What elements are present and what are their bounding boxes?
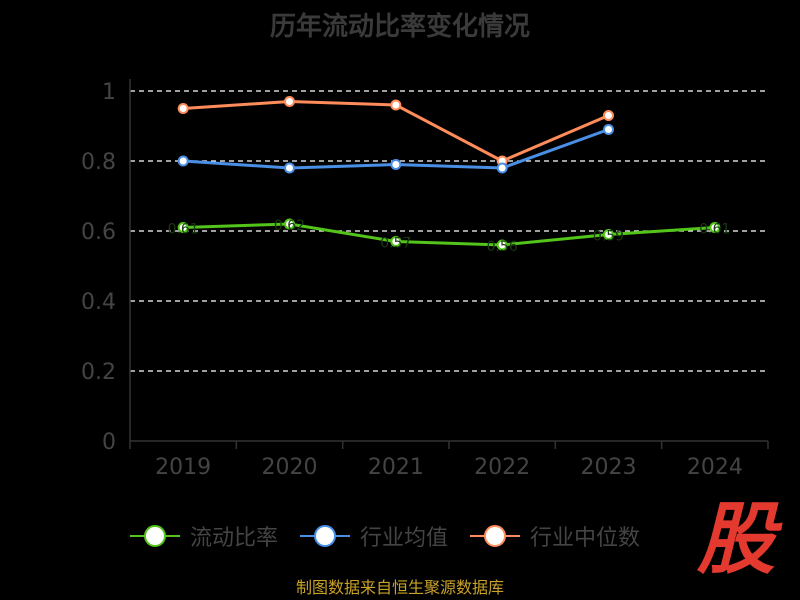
data-point — [177, 103, 189, 114]
data-source-footer: 制图数据来自恒生聚源数据库 — [295, 578, 504, 597]
data-point — [603, 110, 614, 121]
chart-legend: 流动比率 行业均值 行业中位数 — [130, 520, 640, 552]
legend-label-industry-mean: 行业均值 — [360, 526, 449, 551]
data-point — [496, 239, 508, 251]
data-point — [390, 99, 402, 111]
legend-swatch-current-ratio — [130, 524, 180, 548]
data-label: 0.61 — [168, 222, 199, 238]
legend-label-current-ratio: 流动比率 — [190, 526, 279, 551]
series-line — [183, 222, 715, 247]
y-tick-label: 0.8 — [81, 150, 116, 175]
legend-label-industry-median: 行业中位数 — [530, 526, 641, 551]
brand-logo-glyph: 股 — [696, 495, 775, 585]
data-label: 0.61 — [699, 222, 730, 238]
data-point — [496, 162, 508, 174]
data-point — [390, 159, 402, 170]
legend-item-industry-median[interactable]: 行业中位数 — [470, 520, 640, 552]
data-point — [177, 155, 189, 167]
y-tick-label: 0.6 — [81, 220, 116, 245]
x-tick-label: 2021 — [368, 455, 424, 480]
data-point — [709, 222, 721, 233]
y-tick-label: 0.2 — [81, 360, 116, 385]
x-tick-label: 2024 — [687, 455, 743, 480]
chart-title: 历年流动比率变化情况 — [269, 12, 530, 42]
data-label: 0.56 — [487, 239, 518, 255]
x-tick-label: 2020 — [262, 455, 318, 480]
legend-item-industry-mean[interactable]: 行业均值 — [300, 520, 448, 552]
data-point — [177, 222, 189, 233]
data-label: 0.59 — [593, 229, 624, 245]
data-point — [284, 96, 295, 107]
legend-swatch-industry-mean — [300, 524, 351, 548]
data-point — [603, 124, 614, 135]
y-tick-label: 0.4 — [81, 290, 116, 315]
y-tick-label: 0 — [102, 430, 116, 455]
data-label: 0.57 — [380, 236, 411, 252]
data-point — [603, 229, 614, 240]
y-tick-label: 1 — [102, 80, 116, 105]
data-label: 0.62 — [274, 218, 305, 234]
data-point — [284, 162, 295, 174]
data-point — [390, 236, 402, 247]
x-tick-label: 2023 — [581, 455, 637, 480]
brand-logo: 股 — [694, 495, 778, 586]
legend-swatch-industry-median — [470, 524, 521, 548]
x-tick-label: 2019 — [155, 455, 211, 480]
legend-item-current-ratio[interactable]: 流动比率 — [130, 520, 278, 552]
x-tick-label: 2022 — [474, 455, 530, 480]
data-point — [284, 218, 295, 230]
